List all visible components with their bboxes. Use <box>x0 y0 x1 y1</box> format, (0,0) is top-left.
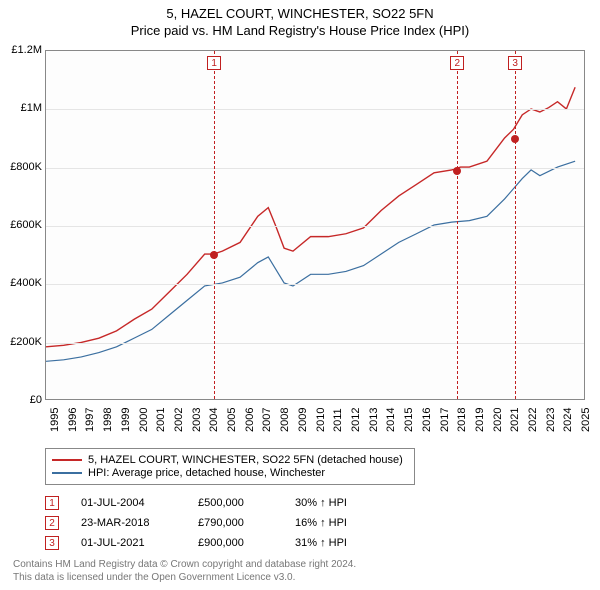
gridline <box>46 226 584 227</box>
event-vline <box>214 51 215 399</box>
chart-plot-area: 1 2 3 <box>45 50 585 400</box>
event-row-pct: 16% ↑ HPI <box>295 517 395 529</box>
xtick-label: 1999 <box>120 408 132 432</box>
xtick-label: 1998 <box>102 408 114 432</box>
event-dot <box>210 251 218 259</box>
xtick-label: 2025 <box>580 408 592 432</box>
xtick-label: 2014 <box>385 408 397 432</box>
xtick-label: 2002 <box>173 408 185 432</box>
xtick-label: 2005 <box>226 408 238 432</box>
xtick-label: 2004 <box>208 408 220 432</box>
legend-row: 5, HAZEL COURT, WINCHESTER, SO22 5FN (de… <box>52 454 408 466</box>
xtick-label: 2003 <box>191 408 203 432</box>
xtick-label: 2022 <box>527 408 539 432</box>
gridline <box>46 343 584 344</box>
events-table: 1 01-JUL-2004 £500,000 30% ↑ HPI 2 23-MAR-201… <box>45 493 395 553</box>
xtick-label: 2024 <box>562 408 574 432</box>
xtick-label: 2016 <box>421 408 433 432</box>
xtick-label: 2023 <box>545 408 557 432</box>
event-row-price: £790,000 <box>198 517 273 529</box>
footer-line2: This data is licensed under the Open Gov… <box>13 571 356 584</box>
event-row: 2 23-MAR-2018 £790,000 16% ↑ HPI <box>45 513 395 533</box>
footer-attribution: Contains HM Land Registry data © Crown c… <box>13 558 356 584</box>
event-dot <box>453 167 461 175</box>
event-row-date: 01-JUL-2021 <box>81 537 176 549</box>
event-row-pct: 31% ↑ HPI <box>295 537 395 549</box>
chart-svg <box>46 51 584 399</box>
title-line2: Price paid vs. HM Land Registry's House … <box>0 23 600 38</box>
event-marker: 3 <box>508 56 522 70</box>
title-block: 5, HAZEL COURT, WINCHESTER, SO22 5FN Pri… <box>0 0 600 38</box>
event-row-price: £500,000 <box>198 497 273 509</box>
xtick-label: 1996 <box>67 408 79 432</box>
legend-label-hpi: HPI: Average price, detached house, Winc… <box>88 467 325 479</box>
event-row-pct: 30% ↑ HPI <box>295 497 395 509</box>
xtick-label: 1997 <box>84 408 96 432</box>
event-row-marker: 3 <box>45 536 59 550</box>
ytick-label: £400K <box>10 277 42 289</box>
legend-label-price: 5, HAZEL COURT, WINCHESTER, SO22 5FN (de… <box>88 454 403 466</box>
xtick-label: 2001 <box>155 408 167 432</box>
event-row-marker: 1 <box>45 496 59 510</box>
xtick-label: 2011 <box>332 408 344 432</box>
gridline <box>46 284 584 285</box>
xtick-label: 2006 <box>244 408 256 432</box>
ytick-label: £1M <box>21 102 42 114</box>
footer-line1: Contains HM Land Registry data © Crown c… <box>13 558 356 571</box>
xtick-label: 2020 <box>492 408 504 432</box>
xtick-label: 2019 <box>474 408 486 432</box>
event-row: 3 01-JUL-2021 £900,000 31% ↑ HPI <box>45 533 395 553</box>
xtick-label: 2008 <box>279 408 291 432</box>
xtick-label: 2018 <box>456 408 468 432</box>
xtick-label: 2015 <box>403 408 415 432</box>
series-line-price_paid <box>46 87 575 347</box>
legend-swatch-price <box>52 459 82 461</box>
event-vline <box>515 51 516 399</box>
event-dot <box>511 135 519 143</box>
legend-row: HPI: Average price, detached house, Winc… <box>52 467 408 479</box>
ytick-label: £200K <box>10 336 42 348</box>
gridline <box>46 109 584 110</box>
xtick-label: 2012 <box>350 408 362 432</box>
event-row-date: 01-JUL-2004 <box>81 497 176 509</box>
title-line1: 5, HAZEL COURT, WINCHESTER, SO22 5FN <box>0 6 600 21</box>
legend-swatch-hpi <box>52 472 82 474</box>
xtick-label: 2013 <box>368 408 380 432</box>
xtick-label: 1995 <box>49 408 61 432</box>
event-vline <box>457 51 458 399</box>
xtick-label: 2010 <box>315 408 327 432</box>
xtick-label: 2009 <box>297 408 309 432</box>
xtick-label: 2021 <box>509 408 521 432</box>
event-row-date: 23-MAR-2018 <box>81 517 176 529</box>
event-marker: 2 <box>450 56 464 70</box>
ytick-label: £0 <box>30 394 42 406</box>
event-marker: 1 <box>207 56 221 70</box>
ytick-label: £600K <box>10 219 42 231</box>
xtick-label: 2007 <box>261 408 273 432</box>
chart-container: 5, HAZEL COURT, WINCHESTER, SO22 5FN Pri… <box>0 0 600 590</box>
gridline <box>46 168 584 169</box>
ytick-label: £800K <box>10 161 42 173</box>
xtick-label: 2000 <box>138 408 150 432</box>
series-line-hpi <box>46 161 575 361</box>
ytick-label: £1.2M <box>11 44 42 56</box>
xtick-label: 2017 <box>439 408 451 432</box>
event-row: 1 01-JUL-2004 £500,000 30% ↑ HPI <box>45 493 395 513</box>
event-row-marker: 2 <box>45 516 59 530</box>
legend-box: 5, HAZEL COURT, WINCHESTER, SO22 5FN (de… <box>45 448 415 485</box>
event-row-price: £900,000 <box>198 537 273 549</box>
